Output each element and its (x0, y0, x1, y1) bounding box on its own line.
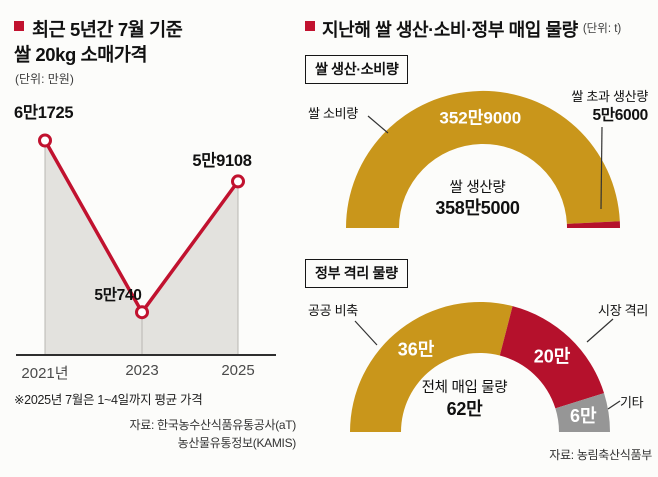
gauge-segment (499, 306, 605, 409)
callout-leader-line (367, 115, 389, 134)
gauge1-center-label: 쌀 생산량 (449, 180, 506, 196)
gauge-segment-value: 6만 (570, 406, 597, 426)
callout-consumption: 쌀 소비량 (308, 106, 358, 121)
left-title-line1: 최근 5년간 7월 기준 (32, 19, 183, 40)
gauge-segment-value: 20만 (534, 346, 571, 366)
x-tick-2021: 2021년 (21, 365, 69, 382)
left-title-row: 최근 5년간 7월 기준 (14, 16, 183, 42)
line-chart-svg (16, 133, 276, 356)
callout-leader-line (354, 320, 378, 346)
right-title: 지난해 쌀 생산·소비·정부 매입 물량 (322, 20, 578, 40)
left-title-line2: 쌀 20kg 소매가격 (14, 44, 148, 65)
point-label-2023: 5만740 (94, 287, 142, 304)
section-label-production: 쌀 생산·소비량 (305, 55, 409, 84)
government-gauge-svg: 36만 20만 6만 (350, 302, 621, 432)
red-square-bullet (305, 21, 315, 31)
x-tick-2025: 2025 (221, 362, 255, 379)
callout-surplus-value: 5만6000 (592, 107, 648, 124)
point-label-2025: 5만9108 (192, 152, 252, 170)
callout-leader-line (607, 400, 621, 410)
footnote: ※2025년 7월은 1~4일까지 평균 가격 (14, 393, 203, 407)
red-square-bullet (14, 21, 24, 31)
callout-surplus-label: 쌀 초과 생산량 (571, 89, 648, 104)
callout-leader-line (586, 318, 614, 343)
gauge-segment-value: 352만9000 (439, 109, 521, 128)
point-label-2021: 6만1725 (14, 104, 74, 122)
gauge-segment (350, 302, 513, 432)
right-unit-label: (단위: t) (582, 23, 622, 35)
area-fill (45, 140, 238, 355)
callout-other: 기타 (620, 395, 644, 410)
callout-leader-line (600, 126, 603, 210)
gauge2-center-label: 전체 매입 물량 (421, 380, 508, 396)
section-label-government: 정부 격리 물량 (305, 259, 408, 288)
gauge1-center-value: 358만5000 (435, 198, 520, 218)
gauge-segment (566, 221, 621, 228)
x-tick-2023: 2023 (125, 362, 159, 379)
gauge-segment (555, 393, 610, 432)
right-title-row: 지난해 쌀 생산·소비·정부 매입 물량 (단위: t) (305, 16, 621, 42)
data-point-marker (135, 305, 149, 320)
left-source-line1: 자료: 한국농수산식품유통공사(aT) (129, 418, 297, 432)
right-source: 자료: 농림축산식품부 (549, 448, 652, 462)
callout-market-isolation: 시장 격리 (598, 303, 648, 318)
gauge2-center-value: 62만 (446, 399, 483, 419)
data-point-marker (231, 174, 245, 189)
left-source: 자료: 한국농수산식품유통공사(aT) 농산물유통정보(KAMIS) (40, 416, 297, 452)
left-unit-label: (단위: 만원) (15, 72, 74, 86)
gauge-segment-value: 36만 (398, 339, 435, 359)
data-point-marker (38, 133, 52, 148)
left-source-line2: 농산물유통정보(KAMIS) (177, 436, 297, 450)
production-gauge-svg: 352만9000 (345, 90, 621, 229)
callout-public-stock: 공공 비축 (308, 303, 358, 318)
gauge-segment (345, 90, 620, 229)
